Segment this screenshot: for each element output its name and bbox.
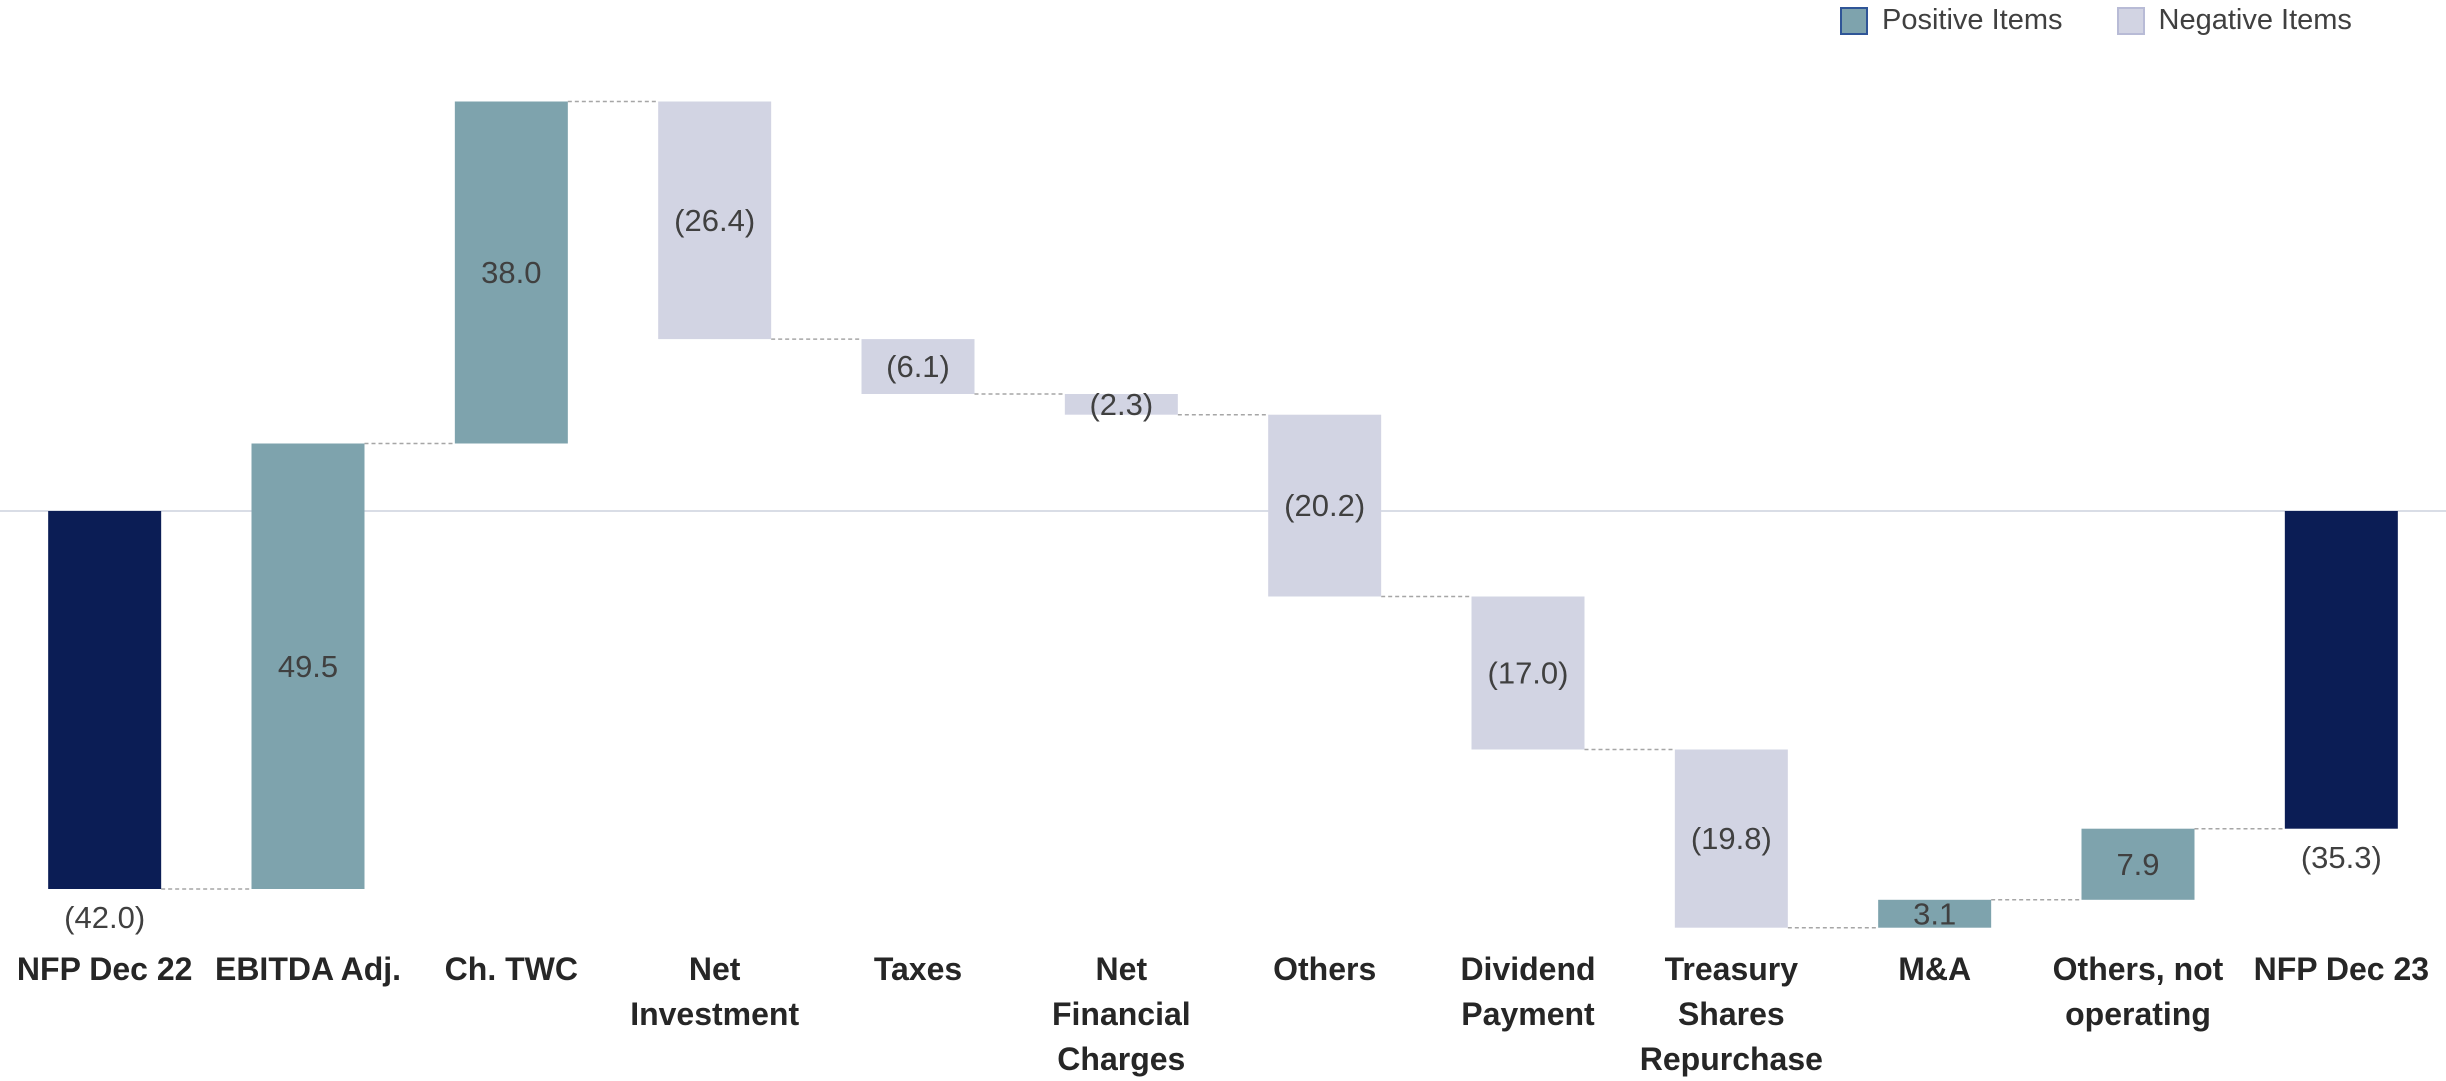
category-label-line: Shares <box>1678 996 1785 1032</box>
bar-8 <box>1471 596 1585 750</box>
bar-5 <box>861 339 975 394</box>
category-label-line: Charges <box>1057 1041 1185 1077</box>
category-label-10: M&A <box>1898 951 1971 987</box>
bar-4 <box>658 101 772 340</box>
category-label-12: NFP Dec 23 <box>2254 951 2430 987</box>
bar-9 <box>1674 749 1788 928</box>
legend-positive-label: Positive Items <box>1882 4 2063 36</box>
category-label-line: Financial <box>1052 996 1191 1032</box>
bar-12 <box>2284 511 2398 829</box>
category-label-4: Net Investment <box>630 951 799 1032</box>
value-label-2: 49.5 <box>278 649 338 684</box>
bar-3 <box>454 101 568 444</box>
category-label-2: EBITDA Adj. <box>215 951 401 987</box>
legend-swatch-negative <box>2116 6 2145 35</box>
category-label-line: Repurchase <box>1640 1041 1823 1077</box>
category-label-6: Net Financial Charges <box>1052 951 1191 1077</box>
category-label-7: Others <box>1273 951 1376 987</box>
bar-11 <box>2081 828 2195 900</box>
category-label-3: Ch. TWC <box>445 951 578 987</box>
value-label-12: (35.3) <box>2301 840 2382 875</box>
category-label-line: NFP Dec 22 <box>17 951 193 987</box>
value-label-8: (17.0) <box>1488 656 1569 691</box>
category-label-11: Others, not operating <box>2053 951 2224 1032</box>
category-label-line: Payment <box>1461 996 1595 1032</box>
legend-positive: Positive Items <box>1840 4 2063 37</box>
bar-10 <box>1878 899 1992 928</box>
chart-legend: Positive Items Negative Items <box>1840 4 2352 37</box>
category-label-line: Others, not <box>2053 951 2224 987</box>
value-label-9: (19.8) <box>1691 821 1772 856</box>
category-label-line: Net <box>1096 951 1148 987</box>
legend-negative: Negative Items <box>2116 4 2352 37</box>
value-label-6: (2.3) <box>1089 387 1153 422</box>
category-label-line: Treasury <box>1665 951 1799 987</box>
value-label-1: (42.0) <box>64 900 145 935</box>
value-label-4: (26.4) <box>674 203 755 238</box>
legend-negative-label: Negative Items <box>2158 4 2352 36</box>
category-label-line: Others <box>1273 951 1376 987</box>
bar-7 <box>1268 414 1382 597</box>
category-label-line: Taxes <box>874 951 962 987</box>
category-label-line: Investment <box>630 996 799 1032</box>
bar-1 <box>48 511 162 889</box>
category-label-9: Treasury Shares Repurchase <box>1640 951 1823 1077</box>
value-label-7: (20.2) <box>1284 488 1365 523</box>
category-label-5: Taxes <box>874 951 962 987</box>
legend-swatch-positive <box>1840 6 1868 35</box>
category-label-8: Dividend Payment <box>1460 951 1595 1032</box>
bar-2 <box>251 443 365 889</box>
category-label-line: EBITDA Adj. <box>215 951 401 987</box>
value-label-11: 7.9 <box>2116 847 2159 882</box>
value-label-10: 3.1 <box>1913 896 1956 931</box>
category-label-line: Net <box>689 951 741 987</box>
category-label-line: operating <box>2065 996 2211 1032</box>
category-label-line: NFP Dec 23 <box>2254 951 2430 987</box>
category-label-line: M&A <box>1898 951 1971 987</box>
category-label-1: NFP Dec 22 <box>17 951 193 987</box>
value-label-5: (6.1) <box>886 349 950 384</box>
category-label-line: Dividend <box>1460 951 1595 987</box>
value-label-3: 38.0 <box>481 255 541 290</box>
category-label-line: Ch. TWC <box>445 951 578 987</box>
bar-6 <box>1064 394 1178 415</box>
